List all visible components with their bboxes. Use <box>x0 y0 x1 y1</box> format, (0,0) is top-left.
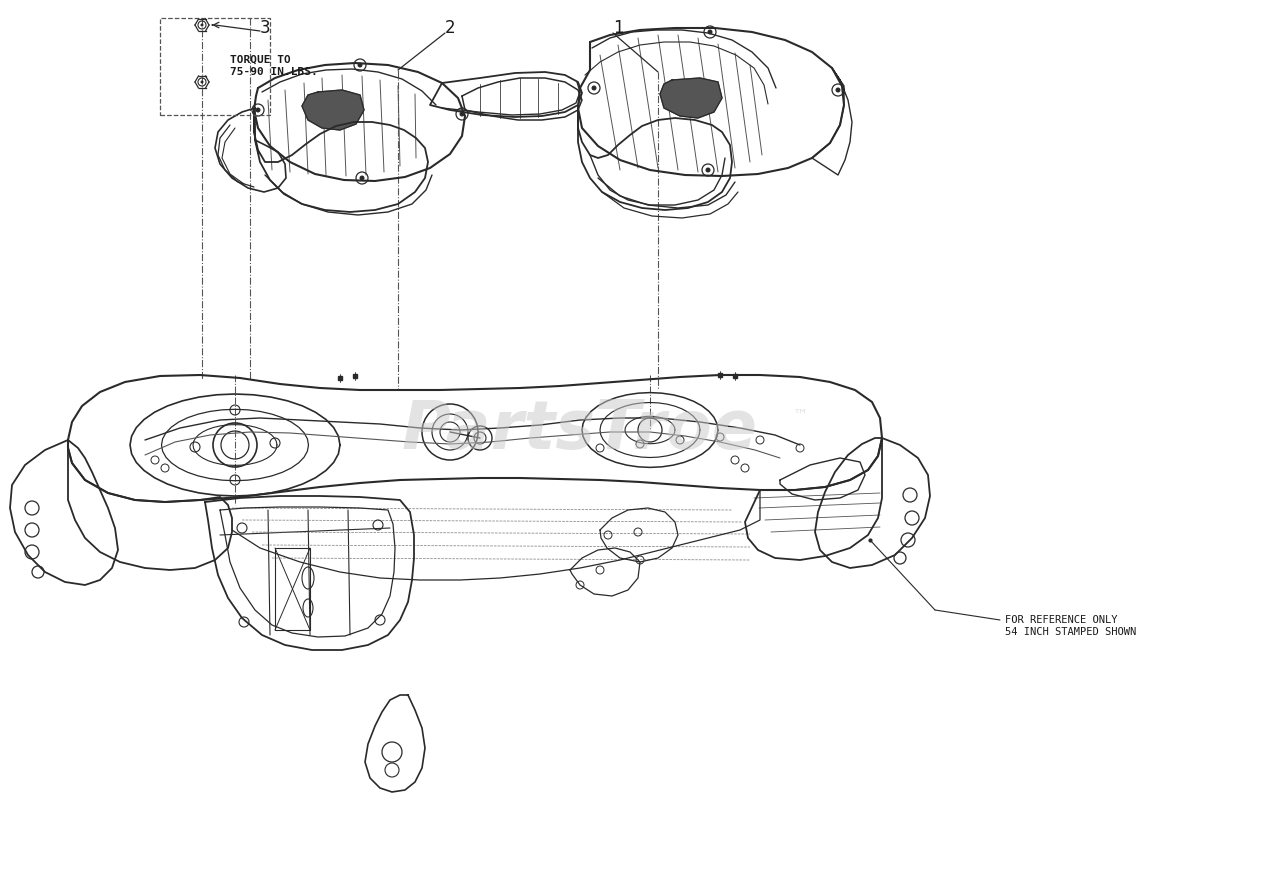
Circle shape <box>256 107 261 113</box>
Circle shape <box>591 85 596 91</box>
Text: PartsTroe: PartsTroe <box>402 397 758 463</box>
Text: 3: 3 <box>260 19 270 37</box>
Circle shape <box>460 112 465 116</box>
Text: 2: 2 <box>444 19 456 37</box>
Circle shape <box>708 30 713 34</box>
Text: 1: 1 <box>613 19 623 37</box>
Text: FOR REFERENCE ONLY
54 INCH STAMPED SHOWN: FOR REFERENCE ONLY 54 INCH STAMPED SHOWN <box>1005 615 1137 636</box>
Polygon shape <box>302 90 364 130</box>
Circle shape <box>360 175 365 180</box>
Text: TORQUE TO
75-90 IN.LBS.: TORQUE TO 75-90 IN.LBS. <box>230 55 317 77</box>
Polygon shape <box>660 78 722 118</box>
Circle shape <box>836 87 841 92</box>
Circle shape <box>201 24 204 26</box>
Circle shape <box>705 167 710 172</box>
Text: ™: ™ <box>792 407 808 422</box>
Circle shape <box>201 80 204 84</box>
Circle shape <box>357 62 362 68</box>
Bar <box>160 18 270 115</box>
